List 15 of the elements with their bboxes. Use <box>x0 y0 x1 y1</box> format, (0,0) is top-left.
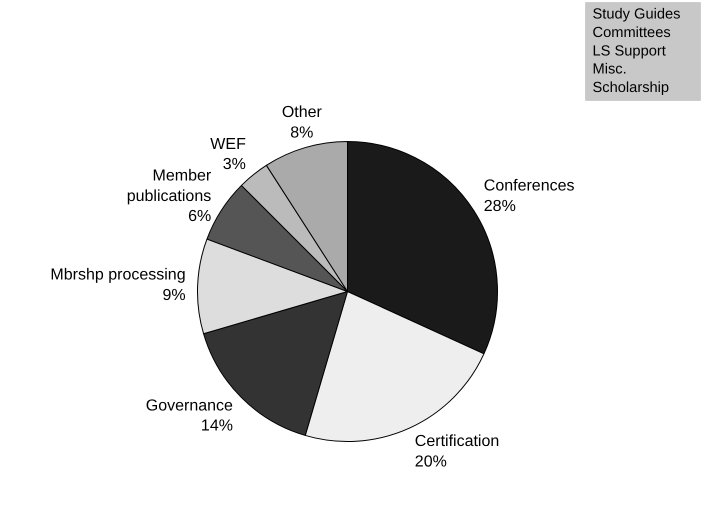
data-label: 6% <box>188 208 212 226</box>
slice-label: Governance <box>146 397 234 414</box>
data-label: 14% <box>200 418 233 435</box>
slice-label: Other <box>282 104 323 121</box>
slice-label: Conferences <box>484 178 574 195</box>
data-label: 28% <box>484 198 516 216</box>
data-label: 8% <box>290 124 314 142</box>
slice-label: WEF <box>210 136 246 153</box>
data-label: 20% <box>414 453 447 470</box>
slice-label: Mbrshp processing <box>50 266 186 284</box>
slice-label: Member publications <box>126 167 212 205</box>
data-label: 3% <box>222 156 246 174</box>
slice-label: Certification <box>414 432 500 450</box>
text: Study Guides Committees LS Support Misc. Scholarship <box>592 6 680 96</box>
data-label: 9% <box>162 286 186 304</box>
